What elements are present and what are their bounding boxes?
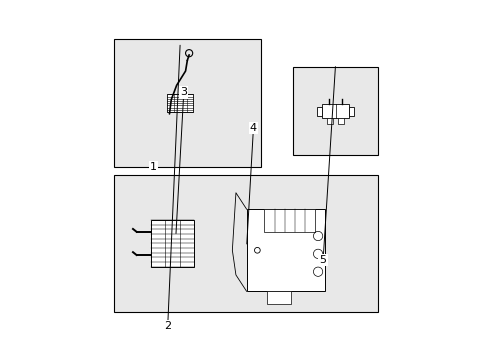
Bar: [322, 104, 348, 118]
Bar: [266, 291, 290, 304]
Text: 1: 1: [150, 162, 157, 172]
Text: 4: 4: [249, 123, 257, 133]
Bar: [348, 107, 354, 116]
Bar: [114, 175, 378, 312]
Text: 3: 3: [180, 87, 187, 98]
Bar: [167, 94, 193, 112]
Bar: [292, 67, 378, 155]
Bar: [264, 209, 315, 232]
Bar: [246, 209, 325, 291]
Bar: [150, 220, 193, 267]
Bar: [337, 118, 343, 124]
Bar: [114, 39, 260, 167]
Bar: [316, 107, 322, 116]
Text: 5: 5: [319, 255, 326, 265]
Text: 2: 2: [164, 321, 171, 332]
Bar: [326, 118, 332, 124]
